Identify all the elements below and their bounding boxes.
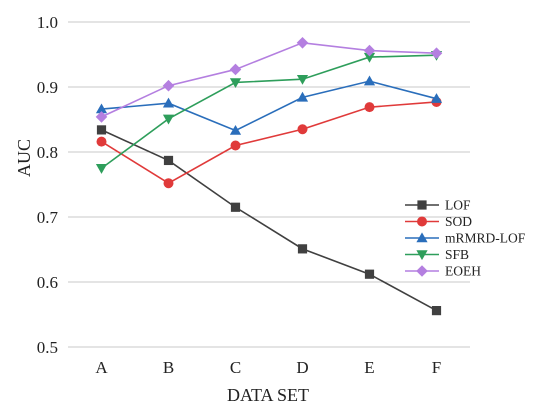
- legend-label-sod: SOD: [445, 214, 472, 229]
- series-sod: [96, 96, 442, 189]
- x-axis-title: DATA SET: [227, 385, 309, 405]
- data-point-sfb: [95, 164, 108, 174]
- data-point-sfb: [229, 78, 242, 89]
- series-line-mrmrd-lof: [101, 80, 437, 132]
- data-point-lof: [96, 125, 107, 135]
- data-point-eoeh: [229, 63, 242, 76]
- legend-marker-eoeh: [416, 265, 428, 277]
- series-mrmrd-lof: [95, 75, 443, 135]
- data-point-eoeh: [95, 111, 108, 123]
- series-sfb: [95, 50, 443, 174]
- data-point-sfb: [296, 75, 309, 85]
- data-point-eoeh: [296, 37, 309, 49]
- data-point-lof: [431, 306, 442, 316]
- y-tick-label: 0.6: [37, 273, 58, 292]
- y-tick-labels: 0.5 0.6 0.7 0.8 0.9 1.0: [37, 13, 59, 357]
- legend-item-sod: SOD: [405, 214, 472, 229]
- data-point-sfb: [162, 114, 175, 125]
- data-point-sod: [297, 124, 308, 135]
- x-tick-label: D: [296, 358, 308, 377]
- legend-item-lof: LOF: [405, 198, 471, 213]
- x-tick-label: C: [230, 358, 241, 377]
- x-tick-labels: A B C D E F: [95, 358, 441, 377]
- series-lof: [96, 125, 442, 316]
- series-line-sfb: [101, 54, 437, 169]
- legend-item-eoeh: EOEH: [405, 264, 481, 279]
- series-lines: [95, 37, 443, 316]
- data-point-sod: [230, 140, 241, 151]
- series-line-lof: [101, 129, 437, 312]
- data-point-lof: [230, 202, 241, 212]
- x-tick-label: E: [364, 358, 374, 377]
- legend-label-lof: LOF: [445, 198, 471, 213]
- y-tick-label: 0.8: [37, 143, 58, 162]
- data-point-mrmrd-lof: [229, 124, 242, 135]
- y-tick-label: 0.5: [37, 338, 58, 357]
- series-line-eoeh: [101, 41, 437, 118]
- series-line-sod: [101, 101, 437, 185]
- data-point-mrmrd-lof: [363, 75, 376, 86]
- x-tick-label: F: [432, 358, 441, 377]
- data-point-lof: [364, 269, 375, 279]
- data-point-eoeh: [162, 79, 175, 92]
- data-point-sod: [364, 102, 375, 113]
- y-tick-label: 0.7: [37, 208, 59, 227]
- legend-marker-sfb: [416, 250, 428, 261]
- data-point-sod: [96, 136, 107, 147]
- data-point-sfb: [363, 52, 376, 63]
- legend-item-mrmrd-lof: mRMRD-LOF: [405, 231, 526, 246]
- data-point-mrmrd-lof: [95, 103, 108, 114]
- series-eoeh: [95, 37, 443, 123]
- legend-label-eoeh: EOEH: [445, 264, 481, 279]
- data-point-sod: [163, 178, 174, 189]
- data-point-eoeh: [430, 47, 443, 59]
- gridlines: [68, 21, 470, 348]
- legend-item-sfb: SFB: [405, 247, 469, 262]
- legend-label-sfb: SFB: [445, 247, 469, 262]
- legend-marker-sod: [417, 216, 427, 227]
- x-tick-label: B: [163, 358, 174, 377]
- data-point-mrmrd-lof: [430, 93, 443, 103]
- data-point-eoeh: [363, 44, 376, 57]
- y-axis-title: AUC: [14, 139, 34, 177]
- legend-marker-mrmrd-lof: [416, 232, 428, 243]
- data-point-lof: [163, 155, 174, 166]
- data-point-mrmrd-lof: [296, 91, 309, 102]
- legend-marker-lof: [417, 200, 427, 210]
- data-point-lof: [297, 244, 308, 254]
- legend-label-mrmrd-lof: mRMRD-LOF: [445, 231, 526, 246]
- y-tick-label: 0.9: [37, 78, 58, 97]
- data-point-mrmrd-lof: [162, 97, 175, 108]
- y-tick-label: 1.0: [37, 13, 58, 32]
- x-tick-label: A: [95, 358, 108, 377]
